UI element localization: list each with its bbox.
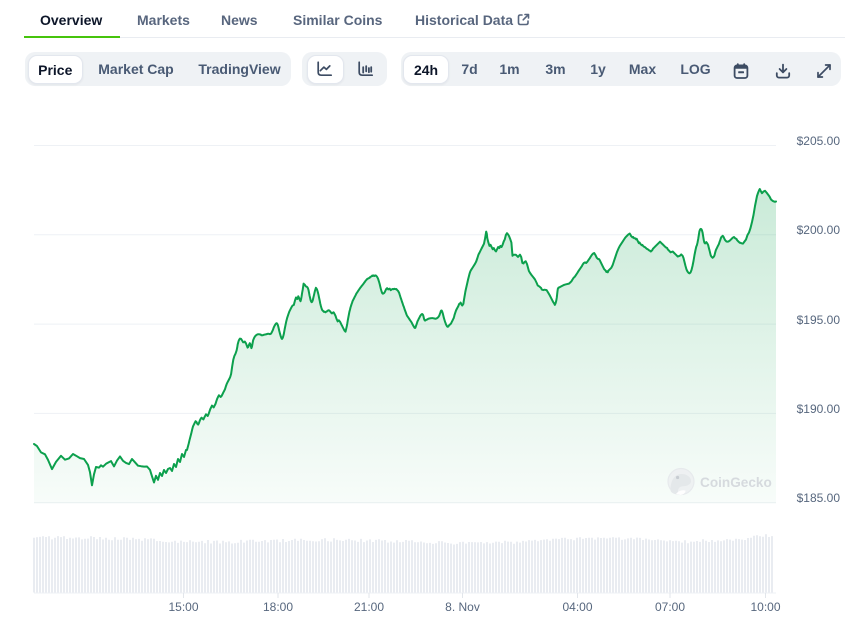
svg-text:CoinGecko: CoinGecko (700, 475, 772, 490)
